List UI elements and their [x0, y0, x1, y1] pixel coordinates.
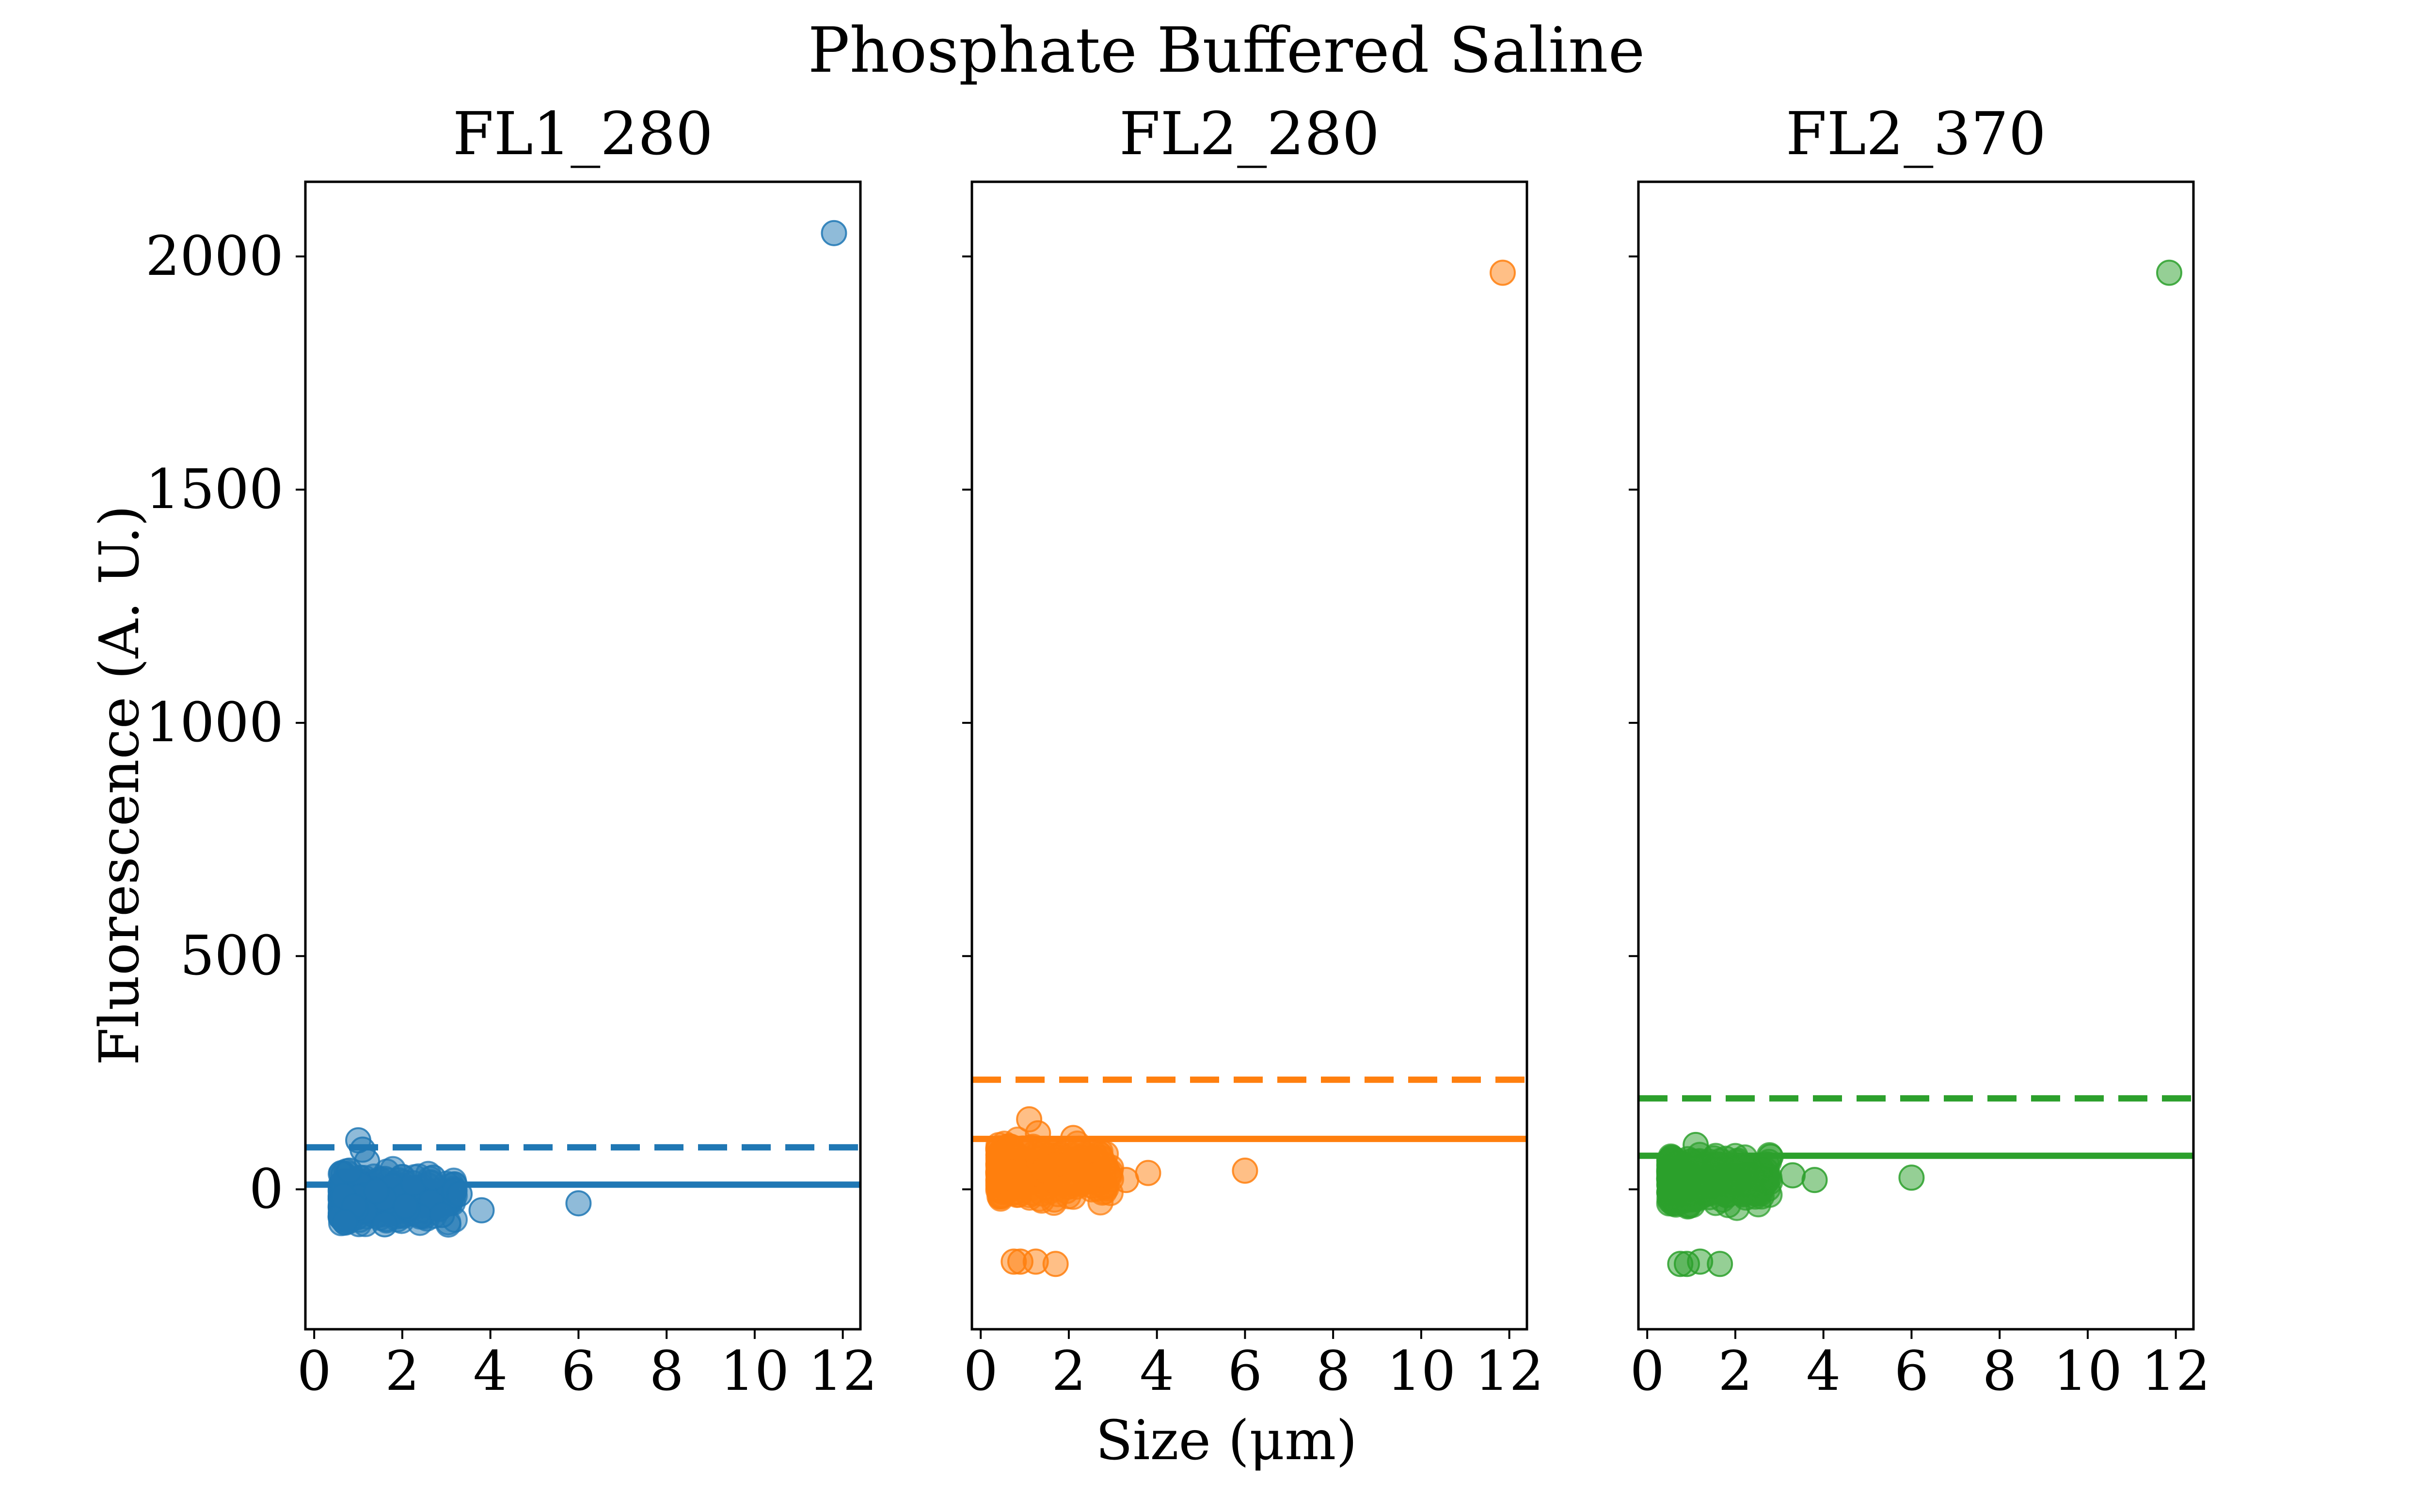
data-point [1031, 1156, 1058, 1183]
data-point [468, 1197, 495, 1224]
figure-suptitle: Phosphate Buffered Saline [808, 15, 1645, 87]
data-point [1898, 1164, 1925, 1191]
data-point [1801, 1167, 1828, 1194]
data-point [1707, 1251, 1733, 1277]
x-tick-label: 4 [473, 1340, 508, 1403]
data-point [821, 220, 847, 246]
x-tick-label: 12 [808, 1340, 877, 1403]
x-tick-label: 10 [2053, 1340, 2123, 1403]
subplot-2: FL2_280 0 2 4 6 8 10 12 [962, 99, 1544, 1403]
x-tick-label: 4 [1806, 1340, 1841, 1403]
data-point [1757, 1143, 1784, 1170]
x-tick-label: 6 [561, 1340, 596, 1403]
y-tick-label: 2000 [145, 225, 284, 288]
data-point [429, 1202, 455, 1228]
data-point [336, 1157, 363, 1184]
x-tick-label: 10 [1387, 1340, 1456, 1403]
subplot-title: FL2_280 [1119, 99, 1380, 168]
plot-frame [1637, 180, 2195, 1331]
y-tick-label: 500 [180, 924, 284, 987]
data-point [1232, 1157, 1258, 1184]
data-point [446, 1180, 473, 1207]
data-point [363, 1178, 390, 1205]
data-point [1779, 1162, 1806, 1189]
data-point [1490, 259, 1516, 286]
x-tick-label: 6 [1228, 1340, 1262, 1403]
data-point [1042, 1251, 1069, 1277]
plot-area [1638, 259, 2193, 1277]
x-tick-label: 0 [297, 1340, 332, 1403]
data-point [1678, 1148, 1705, 1175]
data-point [371, 1211, 398, 1238]
plot-area [972, 259, 1527, 1277]
data-point [392, 1193, 419, 1219]
data-point [1095, 1162, 1122, 1189]
plot-area [305, 220, 860, 1238]
y-axis-label: Fluorescence (A. U.) [88, 505, 151, 1065]
x-tick-label: 0 [964, 1340, 998, 1403]
data-point [1729, 1163, 1756, 1190]
data-point [332, 1209, 358, 1235]
x-tick-label: 4 [1140, 1340, 1174, 1403]
data-point [986, 1168, 1013, 1194]
data-point [565, 1190, 592, 1217]
y-tick-label: 1500 [145, 458, 284, 521]
x-tick-label: 2 [385, 1340, 419, 1403]
data-point [1135, 1160, 1161, 1186]
x-axis-label: Size (μm) [1096, 1409, 1357, 1472]
x-tick-label: 12 [1475, 1340, 1544, 1403]
x-tick-label: 10 [720, 1340, 790, 1403]
x-tick-label: 12 [2141, 1340, 2210, 1403]
data-point [1684, 1173, 1711, 1199]
subplot-3: FL2_370 0 2 4 6 8 10 12 [1629, 99, 2210, 1403]
subplot-title: FL1_280 [453, 99, 713, 168]
x-tick-label: 0 [1630, 1340, 1665, 1403]
x-tick-label: 2 [1718, 1340, 1752, 1403]
plot-frame [970, 180, 1528, 1331]
data-point [1025, 1120, 1051, 1146]
x-tick-label: 2 [1051, 1340, 1086, 1403]
subplot-title: FL2_370 [1786, 99, 2046, 168]
x-tick-label: 8 [1983, 1340, 2017, 1403]
data-point [420, 1164, 446, 1191]
y-tick-label: 0 [249, 1158, 284, 1221]
x-tick-label: 8 [650, 1340, 684, 1403]
x-tick-label: 8 [1316, 1340, 1350, 1403]
y-tick-label: 1000 [145, 691, 284, 754]
data-point [1055, 1173, 1081, 1200]
plot-frame [304, 180, 862, 1331]
x-tick-label: 6 [1894, 1340, 1929, 1403]
data-point [1060, 1125, 1087, 1151]
data-point [2156, 259, 2183, 286]
